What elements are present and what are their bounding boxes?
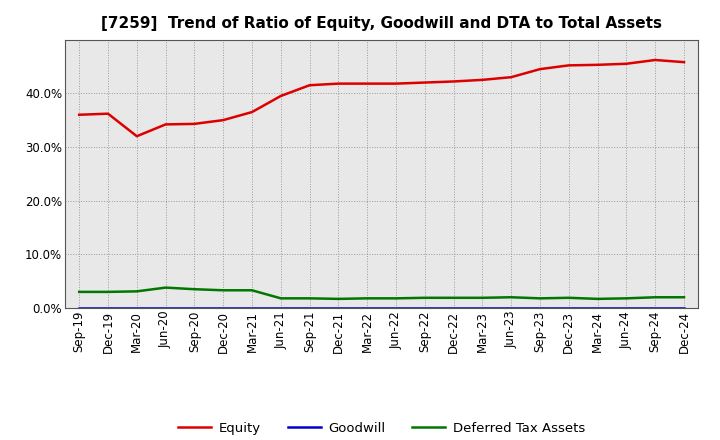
Goodwill [248, 305, 256, 311]
Goodwill [392, 305, 400, 311]
Deferred Tax Assets [132, 289, 141, 294]
Goodwill [75, 305, 84, 311]
Deferred Tax Assets [190, 286, 199, 292]
Equity [190, 121, 199, 127]
Equity [334, 81, 343, 86]
Equity [478, 77, 487, 82]
Equity [651, 57, 660, 62]
Goodwill [536, 305, 544, 311]
Deferred Tax Assets [392, 296, 400, 301]
Goodwill [190, 305, 199, 311]
Deferred Tax Assets [622, 296, 631, 301]
Goodwill [334, 305, 343, 311]
Deferred Tax Assets [161, 285, 170, 290]
Equity [276, 93, 285, 99]
Equity [363, 81, 372, 86]
Deferred Tax Assets [104, 289, 112, 294]
Goodwill [651, 305, 660, 311]
Goodwill [363, 305, 372, 311]
Title: [7259]  Trend of Ratio of Equity, Goodwill and DTA to Total Assets: [7259] Trend of Ratio of Equity, Goodwil… [101, 16, 662, 32]
Equity [305, 83, 314, 88]
Legend: Equity, Goodwill, Deferred Tax Assets: Equity, Goodwill, Deferred Tax Assets [173, 417, 590, 440]
Line: Deferred Tax Assets: Deferred Tax Assets [79, 288, 684, 299]
Goodwill [104, 305, 112, 311]
Equity [104, 111, 112, 116]
Deferred Tax Assets [276, 296, 285, 301]
Deferred Tax Assets [248, 288, 256, 293]
Deferred Tax Assets [536, 296, 544, 301]
Deferred Tax Assets [564, 295, 573, 301]
Goodwill [132, 305, 141, 311]
Deferred Tax Assets [507, 295, 516, 300]
Equity [680, 59, 688, 65]
Goodwill [622, 305, 631, 311]
Goodwill [507, 305, 516, 311]
Goodwill [449, 305, 458, 311]
Line: Equity: Equity [79, 60, 684, 136]
Equity [622, 61, 631, 66]
Deferred Tax Assets [363, 296, 372, 301]
Deferred Tax Assets [334, 296, 343, 301]
Goodwill [420, 305, 429, 311]
Deferred Tax Assets [420, 295, 429, 301]
Equity [507, 74, 516, 80]
Goodwill [219, 305, 228, 311]
Goodwill [593, 305, 602, 311]
Equity [593, 62, 602, 67]
Equity [161, 122, 170, 127]
Goodwill [478, 305, 487, 311]
Equity [75, 112, 84, 117]
Equity [449, 79, 458, 84]
Deferred Tax Assets [219, 288, 228, 293]
Goodwill [161, 305, 170, 311]
Deferred Tax Assets [305, 296, 314, 301]
Goodwill [564, 305, 573, 311]
Deferred Tax Assets [449, 295, 458, 301]
Deferred Tax Assets [651, 295, 660, 300]
Equity [219, 117, 228, 123]
Equity [132, 134, 141, 139]
Deferred Tax Assets [680, 295, 688, 300]
Equity [564, 63, 573, 68]
Deferred Tax Assets [478, 295, 487, 301]
Equity [392, 81, 400, 86]
Equity [420, 80, 429, 85]
Deferred Tax Assets [593, 296, 602, 301]
Deferred Tax Assets [75, 289, 84, 294]
Goodwill [276, 305, 285, 311]
Equity [248, 110, 256, 115]
Goodwill [305, 305, 314, 311]
Goodwill [680, 305, 688, 311]
Equity [536, 66, 544, 72]
